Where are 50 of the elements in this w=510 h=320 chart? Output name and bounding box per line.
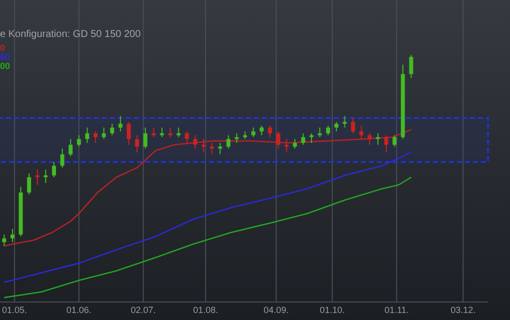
- candlestick: [126, 121, 131, 146]
- candlestick: [268, 125, 272, 138]
- candlestick: [342, 116, 347, 128]
- x-tick-label: 01.05.: [2, 305, 28, 316]
- candlestick: [301, 132, 306, 146]
- candlestick: [85, 127, 90, 144]
- candlestick: [260, 125, 264, 136]
- x-tick-label: 01.11.: [384, 305, 409, 316]
- candlestick: [76, 134, 81, 148]
- candlestick: [384, 134, 388, 153]
- candlestick: [184, 130, 189, 144]
- candlestick: [210, 142, 214, 155]
- text: 00: [0, 61, 10, 71]
- candlestick: [368, 132, 372, 146]
- x-tick-label: 04.09.: [264, 305, 289, 316]
- x-tick-label: 03.12.: [450, 305, 476, 316]
- candlestick: [68, 138, 73, 157]
- candlestick: [234, 132, 239, 144]
- candlestick: [143, 127, 148, 150]
- candlestick: [110, 123, 114, 136]
- candlestick: [118, 116, 122, 132]
- candlestick: [226, 134, 230, 150]
- candlestick: [309, 132, 314, 144]
- candlestick: [52, 161, 56, 178]
- candlestick: [60, 148, 64, 168]
- candlestick: [2, 234, 6, 246]
- candlestick: [251, 127, 256, 138]
- candlestick: [94, 130, 98, 144]
- chart-subtitle: e Konfiguration: GD 50 150 200: [0, 29, 142, 40]
- candlestick: [392, 134, 397, 148]
- candlestick: [276, 130, 280, 150]
- candlestick: [27, 172, 32, 195]
- x-tick-label: 01.10.: [320, 305, 345, 316]
- candlestick: [218, 142, 222, 155]
- candlestick: [292, 138, 297, 150]
- candlestick: [135, 134, 140, 153]
- x-tick-label: 02.07.: [130, 305, 156, 316]
- candlestick: [334, 121, 338, 132]
- candlestick: [326, 125, 330, 136]
- candlestick: [193, 134, 198, 150]
- candlestick: [102, 127, 106, 140]
- candlestick: [376, 132, 380, 146]
- x-tick-label: 01.08.: [193, 305, 218, 316]
- candlestick: [359, 125, 364, 140]
- x-tick-label: 01.06.: [66, 305, 92, 316]
- text: 0: [0, 43, 6, 53]
- text: 50: [0, 52, 10, 62]
- candlestick: [409, 54, 414, 78]
- candlestick: [10, 228, 14, 243]
- candlestick: [351, 118, 356, 134]
